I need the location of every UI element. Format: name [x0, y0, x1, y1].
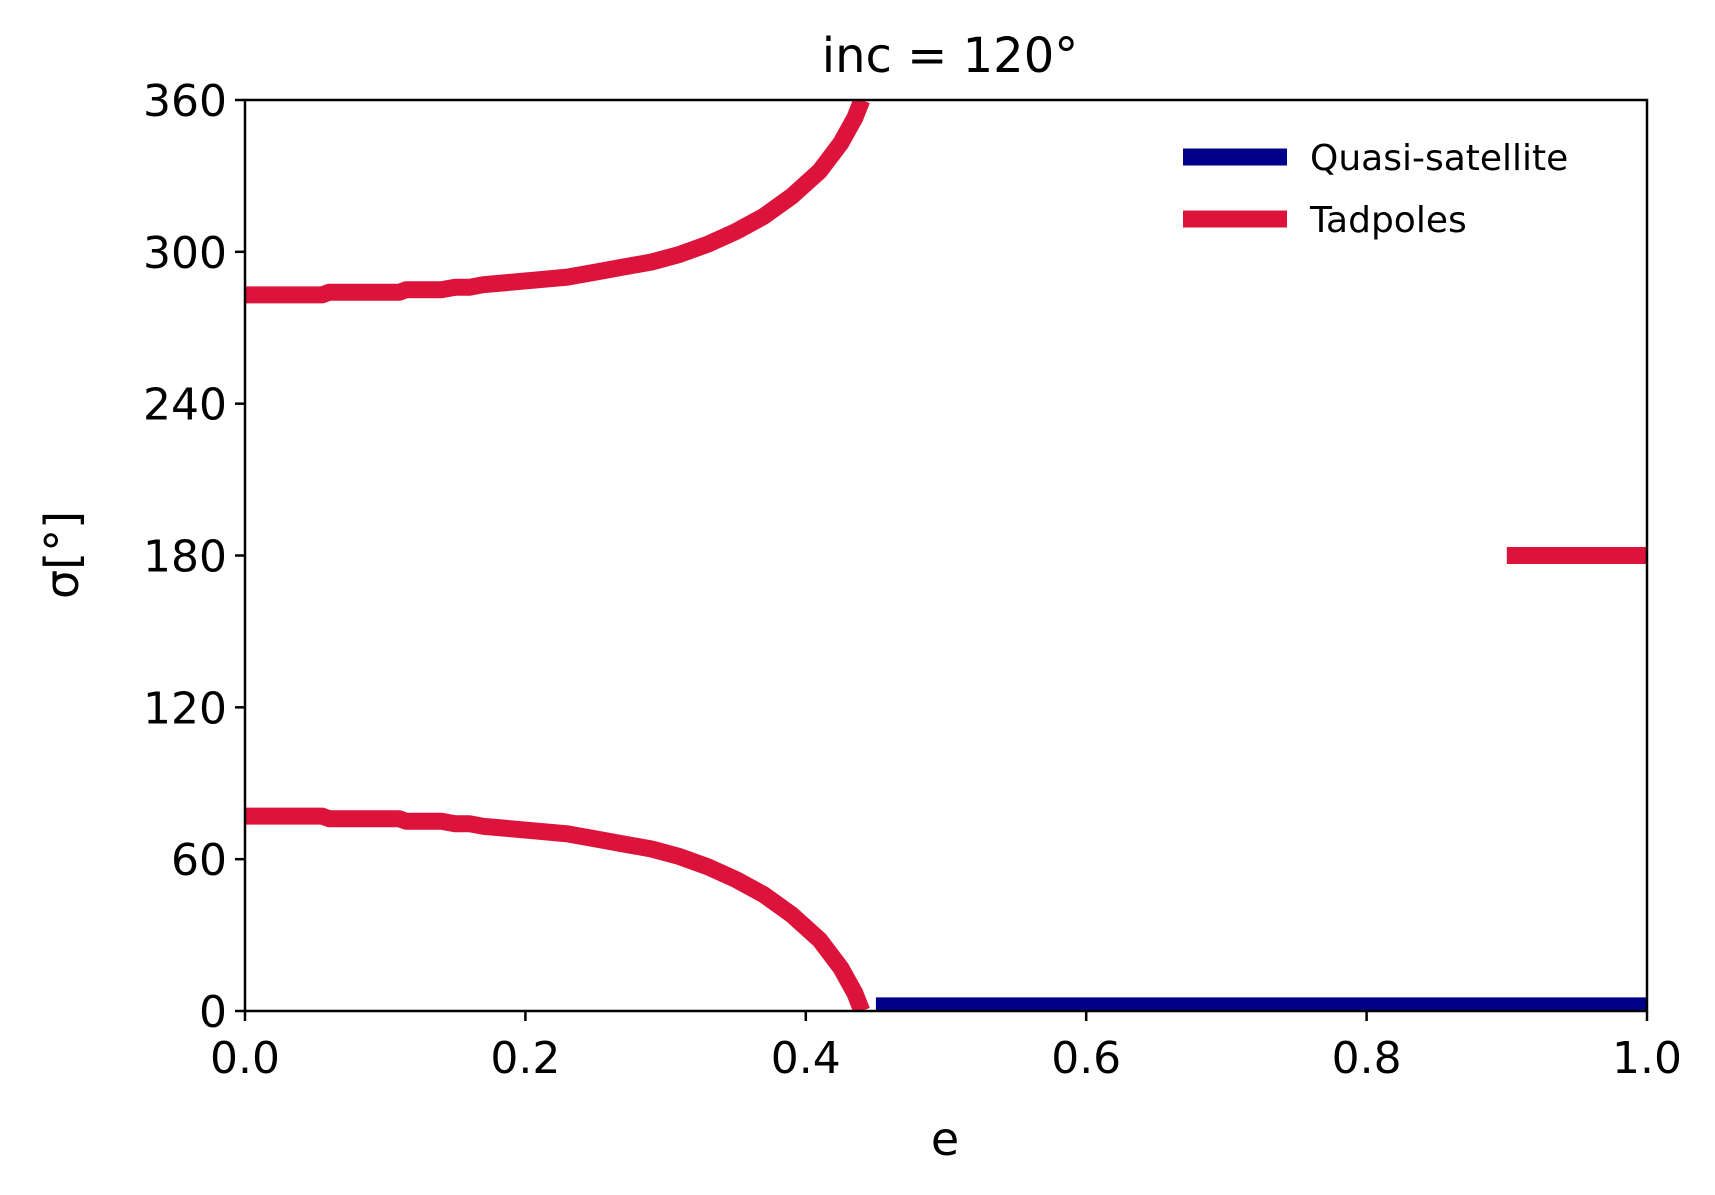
- y-tick-label: 60: [171, 835, 227, 886]
- series-tadpoles-line-2: [245, 807, 870, 1011]
- x-tick-label: 1.0: [1612, 1033, 1682, 1084]
- legend-label: Tadpoles: [1309, 200, 1467, 241]
- x-tick-label: 0.4: [771, 1033, 841, 1084]
- y-tick-label: 240: [143, 380, 227, 431]
- x-tick-label: 0.8: [1332, 1033, 1402, 1084]
- y-tick-label: 180: [143, 532, 227, 583]
- y-tick-label: 0: [199, 987, 227, 1038]
- y-tick-label: 300: [143, 228, 227, 279]
- y-tick-label: 360: [143, 76, 227, 127]
- y-axis: 0 60 120 180 240 300 360: [143, 76, 245, 1038]
- legend: Quasi-satellite Tadpoles: [1183, 138, 1568, 241]
- x-axis-label: e: [931, 1112, 959, 1166]
- x-axis: 0.0 0.2 0.4 0.6 0.8 1.0: [210, 1011, 1682, 1084]
- series-tadpoles-line-1: [245, 100, 870, 304]
- series-layer: [245, 100, 1647, 1011]
- y-tick-label: 120: [143, 683, 227, 734]
- x-tick-label: 0.6: [1051, 1033, 1121, 1084]
- x-tick-label: 0.0: [210, 1033, 280, 1084]
- x-tick-label: 0.2: [490, 1033, 560, 1084]
- y-axis-label: σ[°]: [35, 511, 89, 599]
- chart-title: inc = 120°: [822, 28, 1079, 84]
- legend-label: Quasi-satellite: [1310, 138, 1568, 179]
